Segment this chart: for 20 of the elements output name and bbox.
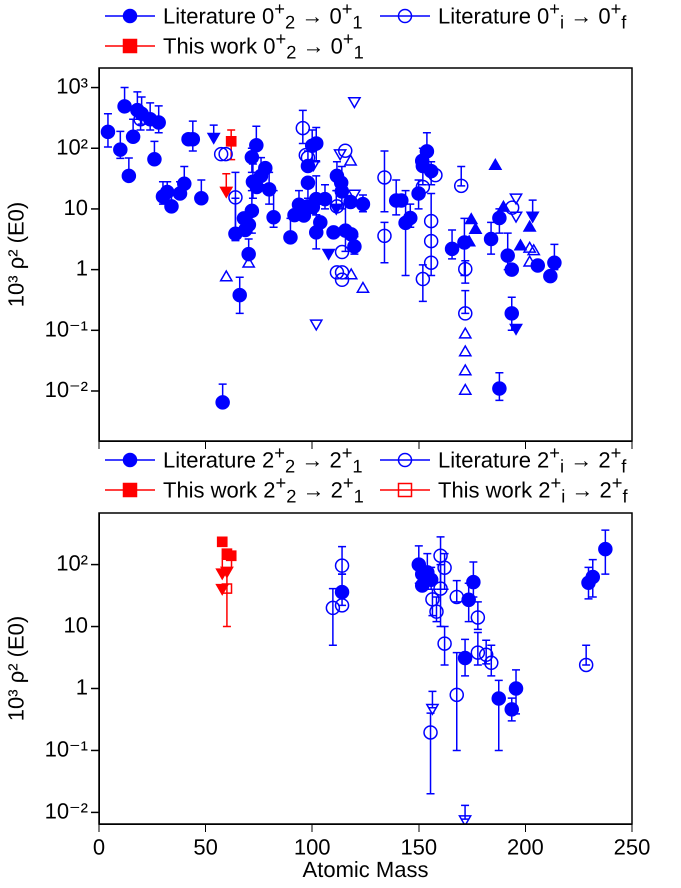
y-tick-label: 10: [64, 612, 88, 638]
y-tick-label: 10³: [56, 74, 88, 99]
y-tick-label: 1: [76, 674, 88, 700]
x-tick-label: 50: [193, 834, 218, 860]
x-tick-label: 150: [400, 834, 438, 860]
x-tick-label: 100: [294, 834, 331, 860]
y-tick-label: 10: [64, 194, 88, 220]
x-tick-label: 0: [92, 834, 106, 860]
y-tick-label: 10⁻²: [44, 377, 88, 402]
y-axis-title: 10³ ρ² (E0): [3, 616, 28, 722]
x-tick-label: 200: [507, 834, 544, 860]
y-axis-title: 10³ ρ² (E0): [3, 202, 28, 308]
y-tick-label: 10²: [56, 134, 88, 160]
y-tick-label: 10⁻²: [44, 798, 88, 824]
x-axis-title: Atomic Mass: [302, 856, 428, 882]
y-tick-label: 10⁻¹: [44, 736, 88, 762]
x-tick-label: 250: [614, 834, 650, 860]
y-tick-label: 1: [76, 256, 88, 281]
y-tick-label: 10²: [56, 550, 88, 576]
y-tick-label: 10⁻¹: [44, 316, 88, 342]
